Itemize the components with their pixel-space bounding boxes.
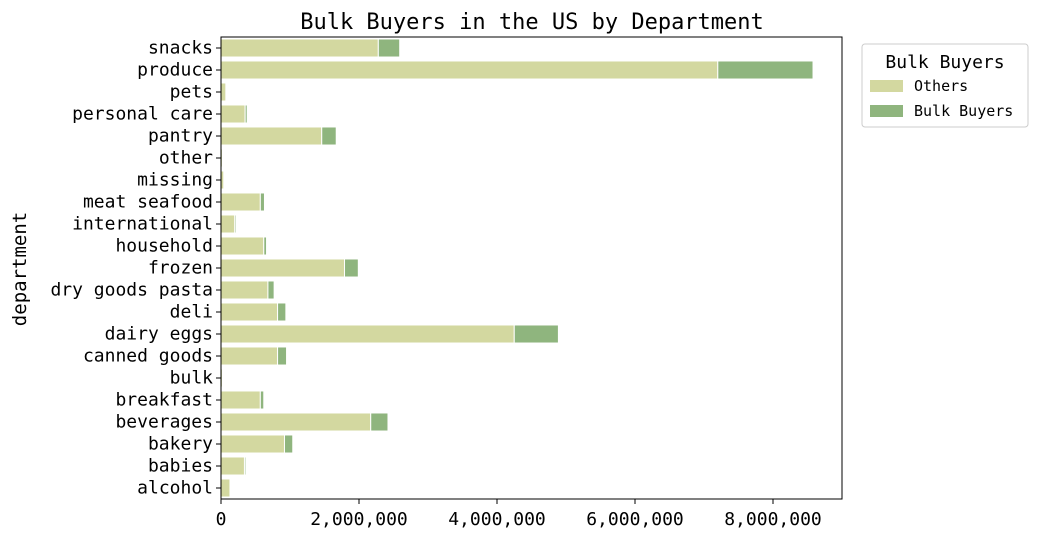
y-tick-label-missing: missing [137,170,213,191]
bar-canned-goods-others [220,346,279,366]
chart-title: Bulk Buyers in the US by Department [300,10,764,35]
x-tick-label: 2,000,000 [310,509,408,530]
bar-beverages-others [220,412,372,432]
bar-pantry-bulk-buyers [321,126,337,146]
bar-meat-seafood-others [220,192,261,212]
y-tick-label-canned-goods: canned goods [83,346,213,367]
x-tick-labels: 0 2,000,000 4,000,000 6,000,000 8,000,000 [216,499,822,530]
y-tick-label-dry-goods-pasta: dry goods pasta [50,280,213,301]
bar-pantry-others [220,126,323,146]
bar-frozen-others [220,258,346,278]
bar-meat-seafood-bulk-buyers [259,192,265,212]
bar-international-others [220,214,236,234]
y-tick-label-produce: produce [137,60,213,81]
y-tick-label-breakfast: breakfast [115,390,213,411]
bar-dry-goods-pasta-others [220,280,269,300]
y-tick-label-household: household [115,236,213,257]
y-tick-label-personal-care: personal care [72,104,213,125]
bar-babies-others [220,456,245,476]
bar-snacks-others [220,38,379,58]
bar-snacks-bulk-buyers [377,38,401,58]
bar-breakfast-bulk-buyers [259,390,265,410]
y-tick-label-bakery: bakery [148,434,213,455]
y-tick-label-frozen: frozen [148,258,213,279]
bar-deli-others [220,302,279,322]
legend-swatch-others [870,80,903,92]
legend: Bulk Buyers Others Bulk Buyers [861,43,1029,128]
y-tick-label-pantry: pantry [148,126,213,147]
y-tick-label-beverages: beverages [115,412,213,433]
legend-label-bulk-buyers: Bulk Buyers [914,102,1013,120]
legend-swatch-bulk-buyers [870,105,903,117]
legend-title: Bulk Buyers [885,52,1004,73]
legend-label-others: Others [914,77,968,95]
bar-dairy-eggs-others [220,324,515,344]
x-tick-label: 8,000,000 [724,509,822,530]
bar-dairy-eggs-bulk-buyers [513,324,559,344]
y-tick-label-deli: deli [170,302,213,323]
x-tick-label: 0 [216,509,227,530]
legend-frame [861,43,1029,128]
bar-alcohol-others [220,478,231,498]
y-tick-label-pets: pets [170,82,213,103]
bar-alcohol-bulk-buyers [229,478,232,498]
y-tick-label-snacks: snacks [148,38,213,59]
y-tick-label-dairy-eggs: dairy eggs [105,324,213,345]
bar-dry-goods-pasta-bulk-buyers [267,280,275,300]
bar-bakery-bulk-buyers [283,434,294,454]
bar-breakfast-others [220,390,261,410]
y-tick-label-other: other [159,148,213,169]
bar-beverages-bulk-buyers [370,412,389,432]
bar-household-bulk-buyers [263,236,268,256]
bar-personal-care-bulk-buyers [244,104,248,124]
bar-pets-others [220,82,227,102]
bar-babies-bulk-buyers [243,456,247,476]
y-tick-label-meat-seafood: meat seafood [83,192,213,213]
bar-international-bulk-buyers [234,214,237,234]
bar-canned-goods-bulk-buyers [277,346,288,366]
y-tick-label-babies: babies [148,456,213,477]
bar-produce-others [220,60,719,80]
bar-deli-bulk-buyers [277,302,287,322]
bar-personal-care-others [220,104,246,124]
y-tick-label-bulk: bulk [170,368,214,389]
bar-produce-bulk-buyers [717,60,814,80]
y-tick-label-alcohol: alcohol [137,478,213,499]
x-tick-label: 6,000,000 [586,509,684,530]
x-tick-label: 4,000,000 [448,509,546,530]
y-tick-labels: alcoholbabiesbakerybeveragesbreakfastbul… [50,38,221,499]
bar-bakery-others [220,434,285,454]
bars-group [220,38,814,498]
y-tick-label-international: international [72,214,213,235]
y-axis-title: department [9,212,31,326]
bar-household-others [220,236,265,256]
bar-frozen-bulk-buyers [344,258,359,278]
